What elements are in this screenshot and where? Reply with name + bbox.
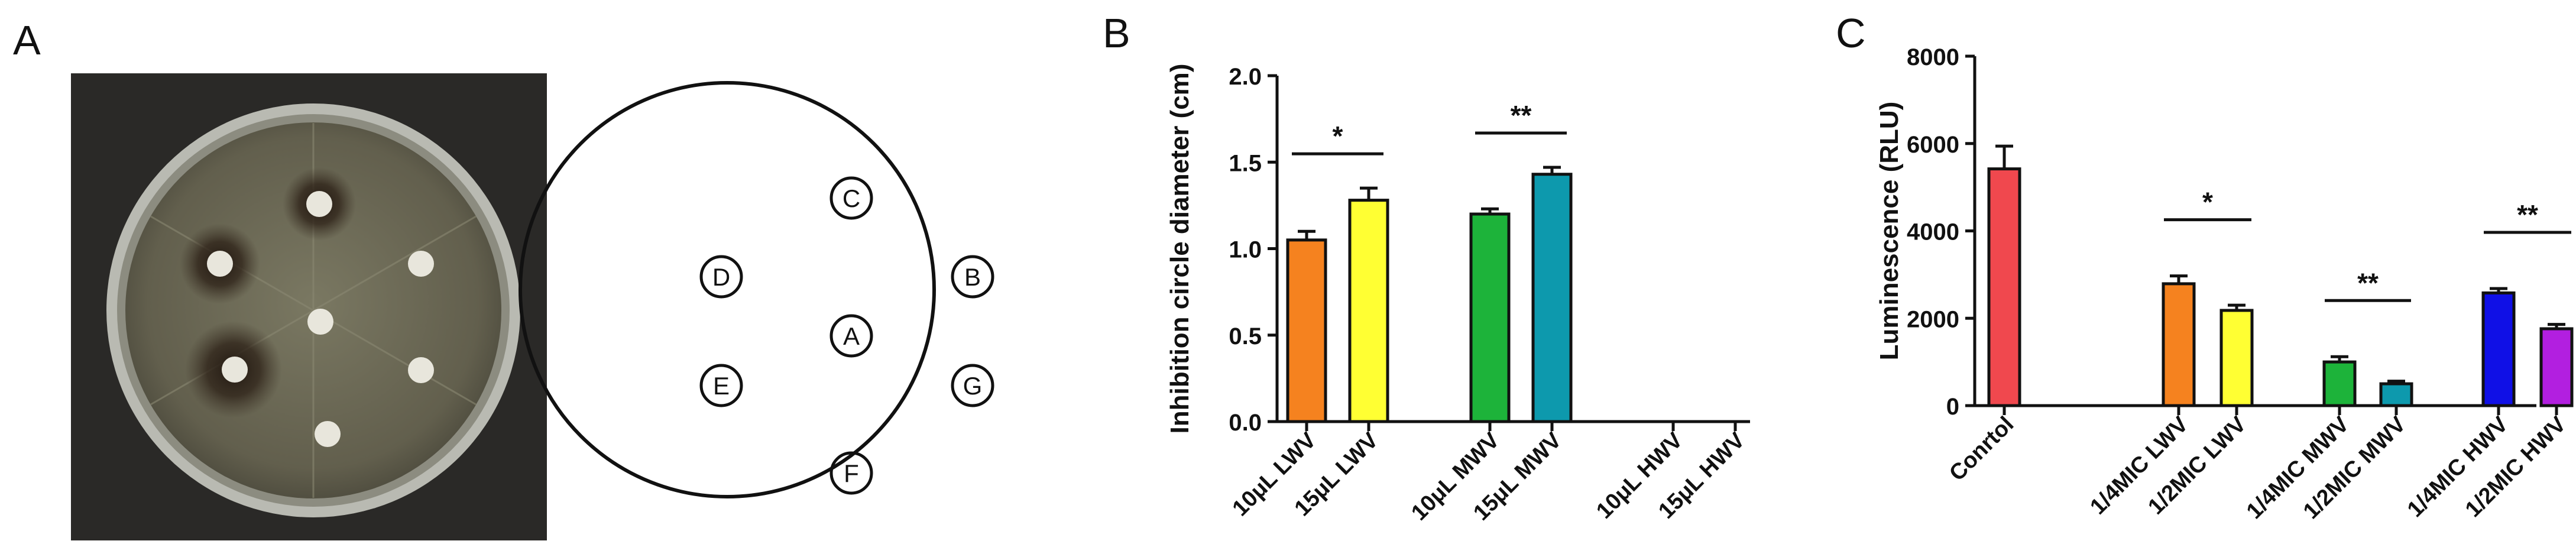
chart-luminescence: 0 2000 4000 6000 8000 Luminescence (RLU) Conrt… (1875, 44, 2574, 524)
significance-label-2: ** (2517, 199, 2538, 230)
disc-f (315, 421, 341, 447)
well-circle-f (829, 451, 873, 495)
antibiotic-discs (207, 191, 434, 447)
well-label-g: G (963, 372, 983, 400)
bar-6 (2539, 327, 2574, 407)
bar-4 (2379, 382, 2413, 407)
disc-e (222, 357, 248, 383)
disc-c (306, 191, 332, 217)
petri-dish-photo (71, 73, 547, 540)
y-tick-label: 1.5 (1229, 150, 1262, 176)
bar-2 (1469, 212, 1511, 423)
panel-letter-c: C (1836, 10, 1866, 56)
well-label-e: E (713, 372, 730, 400)
y-tick-label: 4000 (1907, 219, 1959, 245)
plate-diagram: C D B A E G F (519, 81, 994, 498)
well-label-f: F (844, 459, 859, 487)
significance-label-1: ** (1511, 100, 1532, 131)
bar-1 (2162, 282, 2196, 407)
well-circle-c (829, 176, 873, 220)
y-tick-label: 0 (1946, 394, 1959, 420)
well-circle-e (699, 364, 743, 407)
y-tick-label: 0.0 (1229, 410, 1262, 436)
chart-inhibition-diameter: 0.0 0.5 1.0 1.5 2.0 Inhibition circle diamete… (1165, 64, 1750, 526)
y-tick-label: 0.5 (1229, 323, 1262, 349)
panel-letter-b: B (1103, 10, 1130, 56)
bar-5 (2481, 291, 2516, 407)
panel-letter-a: A (13, 17, 41, 63)
bar-3 (1531, 173, 1573, 423)
bar-0 (1987, 167, 2021, 407)
disc-d (207, 251, 233, 277)
bar-0 (1286, 238, 1327, 423)
y-tick-label: 2.0 (1229, 64, 1262, 90)
plate-outline (519, 81, 936, 498)
y-tick-label: 6000 (1907, 132, 1959, 158)
y-tick-label: 1.0 (1229, 237, 1262, 263)
y-axis-title: Luminescence (RLU) (1875, 102, 1904, 361)
x-tick-label-0: Conrtol (1945, 412, 2018, 486)
bar-1 (1348, 199, 1389, 423)
significance-label-0: * (1333, 121, 1343, 151)
well-label-a: A (843, 322, 860, 350)
disc-g (408, 357, 434, 383)
significance-label-0: * (2202, 187, 2213, 218)
well-circle-a (829, 314, 873, 358)
well-label-d: D (712, 263, 730, 291)
y-tick-label: 8000 (1907, 44, 1959, 70)
x-tick-label-5: 1/4MIC HWV (2403, 412, 2513, 522)
well-circle-d (699, 255, 743, 299)
y-axis-title: Inhibition circle diameter (cm) (1165, 64, 1194, 434)
significance-label-1: ** (2357, 267, 2379, 298)
x-tick-label-1: 1/4MIC LWV (2085, 412, 2193, 519)
bar-2 (2219, 309, 2254, 407)
well-circle-b (951, 255, 994, 299)
bar-3 (2322, 360, 2357, 407)
disc-a (307, 309, 333, 335)
y-tick-label: 2000 (1907, 306, 1959, 332)
disc-b (408, 251, 434, 277)
well-label-b: B (964, 263, 981, 291)
x-tick-label-6: 1/2MIC HWV (2461, 412, 2571, 522)
well-label-c: C (843, 184, 860, 212)
well-circle-g (951, 364, 994, 407)
well-markers: C D B A E G F (699, 176, 994, 495)
